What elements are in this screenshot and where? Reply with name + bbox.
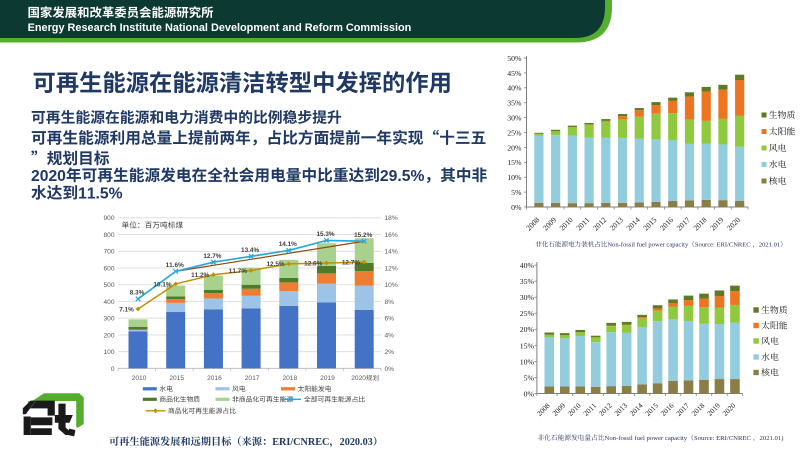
svg-text:18%: 18% [385, 215, 398, 222]
svg-text:11.5%: 11.5% [78, 185, 123, 202]
svg-text:14.1%: 14.1% [279, 241, 297, 248]
svg-text:11.7%: 11.7% [229, 268, 247, 275]
svg-text:5%: 5% [511, 188, 522, 197]
svg-text:700: 700 [103, 249, 114, 256]
svg-text:2021.01): 2021.01) [760, 435, 784, 442]
svg-text:20%: 20% [507, 143, 522, 152]
svg-text:12%: 12% [385, 265, 398, 272]
svg-text:12.7%: 12.7% [342, 260, 360, 267]
svg-text:10%: 10% [520, 357, 535, 366]
svg-text:Energy Research Institute Nati: Energy Research Institute National Devel… [28, 22, 412, 34]
svg-text:300: 300 [103, 316, 114, 323]
svg-text:16%: 16% [385, 232, 398, 239]
svg-text:50%: 50% [507, 54, 522, 63]
svg-text:900: 900 [103, 215, 114, 222]
svg-text:2020: 2020 [31, 168, 66, 185]
svg-text:25%: 25% [520, 309, 535, 318]
svg-text:12.6%: 12.6% [304, 260, 322, 267]
svg-text:30%: 30% [520, 293, 535, 302]
svg-text:Non-fossil fuel power capacity: Non-fossil fuel power capacity [607, 242, 689, 249]
svg-text:40%: 40% [520, 261, 535, 270]
svg-text:10%: 10% [385, 282, 398, 289]
svg-text:13.4%: 13.4% [241, 247, 259, 254]
svg-text:15%: 15% [507, 158, 522, 167]
svg-text:800: 800 [103, 232, 114, 239]
svg-text:5%: 5% [524, 373, 535, 382]
svg-text:29.5%: 29.5% [380, 168, 425, 185]
svg-text:6%: 6% [385, 316, 395, 323]
svg-text:10%: 10% [507, 173, 522, 182]
svg-text:12.7%: 12.7% [203, 253, 221, 260]
svg-text:200: 200 [103, 332, 114, 339]
svg-text:40%: 40% [507, 84, 522, 93]
svg-text:2019: 2019 [320, 375, 335, 382]
svg-text:11.2%: 11.2% [191, 272, 209, 279]
svg-text:Source: ERI/CNREC: Source: ERI/CNREC [694, 435, 752, 442]
svg-text:0: 0 [111, 366, 115, 373]
svg-text:15.2%: 15.2% [354, 232, 372, 239]
svg-text:15%: 15% [520, 341, 535, 350]
svg-text:45%: 45% [507, 69, 522, 78]
svg-text:0%: 0% [524, 389, 535, 398]
svg-text:2010: 2010 [132, 375, 147, 382]
svg-text:500: 500 [103, 282, 114, 289]
svg-text:8%: 8% [385, 299, 395, 306]
svg-text:12.5%: 12.5% [266, 261, 284, 268]
svg-text:2%: 2% [385, 349, 395, 356]
svg-text:2015: 2015 [169, 375, 184, 382]
svg-text:2017: 2017 [245, 375, 260, 382]
svg-text:35%: 35% [507, 99, 522, 108]
svg-text:0%: 0% [511, 203, 522, 212]
svg-text:8.3%: 8.3% [130, 290, 145, 297]
svg-text:400: 400 [103, 299, 114, 306]
svg-text:600: 600 [103, 265, 114, 272]
svg-text:4%: 4% [385, 332, 395, 339]
svg-text:100: 100 [103, 349, 114, 356]
svg-text:Source: ERI/CNREC: Source: ERI/CNREC [695, 242, 751, 249]
svg-text:15.3%: 15.3% [316, 231, 334, 238]
svg-text:10.1%: 10.1% [153, 281, 171, 288]
svg-text:7.1%: 7.1% [119, 306, 134, 313]
svg-text:20%: 20% [520, 325, 535, 334]
svg-text:2021.01: 2021.01 [759, 242, 780, 249]
svg-text:2018: 2018 [282, 375, 297, 382]
svg-text:0%: 0% [385, 366, 395, 373]
svg-text:11.6%: 11.6% [166, 262, 184, 269]
svg-text:30%: 30% [507, 114, 522, 123]
svg-text:14%: 14% [385, 249, 398, 256]
svg-text:2016: 2016 [207, 375, 222, 382]
svg-text:Non-fossil fuel power capacity: Non-fossil fuel power capacity [605, 435, 688, 442]
svg-text:35%: 35% [520, 277, 535, 286]
svg-text:2020.03: 2020.03 [340, 437, 373, 448]
svg-text:2020: 2020 [351, 375, 366, 382]
svg-text:25%: 25% [507, 128, 522, 137]
svg-text:ERI/CNREC: ERI/CNREC [272, 437, 329, 448]
